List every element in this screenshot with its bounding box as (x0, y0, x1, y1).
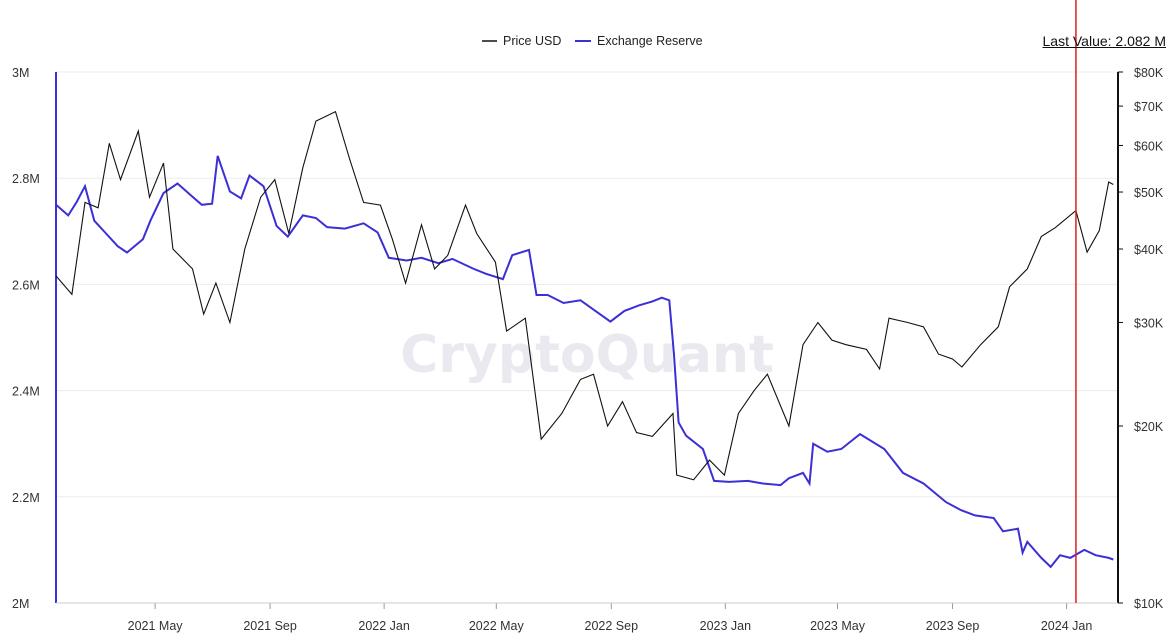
series-line-price-usd (55, 110, 1114, 481)
x-tick-label: 2021 Sep (243, 619, 297, 633)
last-value-link[interactable]: Last Value: 2.082 M (1042, 33, 1166, 49)
x-tick-label: 2023 Jan (700, 619, 751, 633)
y-right-tick-label: $70K (1134, 100, 1164, 114)
y-left-tick-label: 2.2M (12, 491, 40, 505)
y-left-tick-label: 3M (12, 66, 29, 80)
x-tick-label: 2021 May (128, 619, 184, 633)
y-left-tick-label: 2.4M (12, 385, 40, 399)
x-tick-label: 2023 Sep (926, 619, 980, 633)
y-right-tick-label: $10K (1134, 597, 1164, 611)
x-tick-label: 2022 May (469, 619, 525, 633)
legend-label-price: Price USD (503, 34, 561, 48)
right-y-axis: $80K $70K $60K $50K $40K $30K $20K $10K (1118, 66, 1164, 611)
x-tick-label: 2022 Jan (358, 619, 409, 633)
x-tick-label: 2023 May (810, 619, 866, 633)
y-right-tick-label: $60K (1134, 139, 1164, 153)
y-left-tick-label: 2.6M (12, 278, 40, 292)
x-axis: 2021 May 2021 Sep 2022 Jan 2022 May 2022 Sep… (128, 603, 1092, 633)
y-left-tick-label: 2.8M (12, 172, 40, 186)
legend-label-reserve: Exchange Reserve (597, 34, 703, 48)
x-tick-label: 2024 Jan (1041, 619, 1092, 633)
y-right-tick-label: $30K (1134, 316, 1164, 330)
legend: Price USD Exchange Reserve (482, 34, 703, 48)
left-y-axis: 3M 2.8M 2.6M 2.4M 2.2M 2M (12, 66, 40, 611)
legend-item-price-usd[interactable]: Price USD (482, 34, 561, 48)
y-right-tick-label: $50K (1134, 186, 1164, 200)
y-right-tick-label: $40K (1134, 243, 1164, 257)
y-right-tick-label: $80K (1134, 66, 1164, 80)
y-left-tick-label: 2M (12, 597, 29, 611)
y-right-tick-label: $20K (1134, 420, 1164, 434)
x-tick-label: 2022 Sep (585, 619, 639, 633)
series-line-exchange-reserve (55, 155, 1114, 569)
watermark: CryptoQuant (400, 325, 774, 385)
legend-item-exchange-reserve[interactable]: Exchange Reserve (575, 34, 703, 48)
